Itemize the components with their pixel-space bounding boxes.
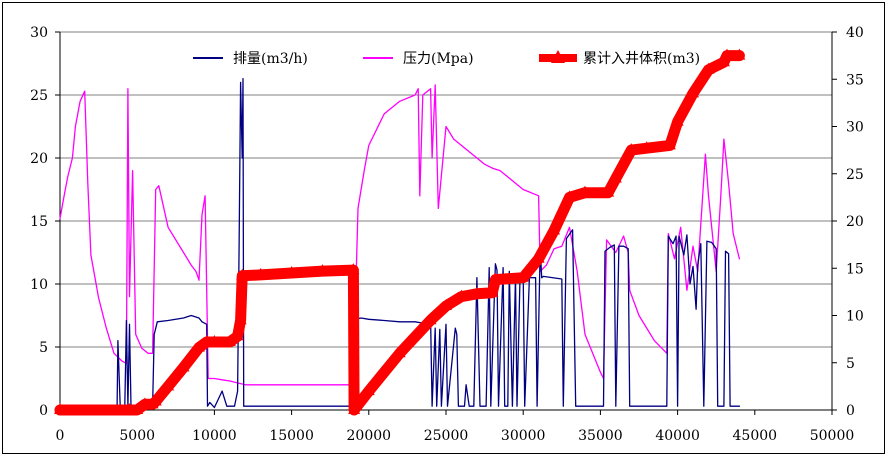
series-point-2	[223, 334, 236, 346]
series-point-2	[162, 379, 175, 391]
legend-label-0: 排量(m3/h)	[233, 51, 308, 67]
series-point-2	[455, 289, 468, 301]
x-tick-label: 15000	[269, 428, 314, 444]
x-tick-label: 10000	[192, 428, 237, 444]
y-right-tick-label: 35	[846, 72, 864, 88]
x-tick-label: 25000	[424, 428, 469, 444]
series-point-2	[236, 268, 249, 280]
series-point-2	[578, 185, 591, 197]
series-point-2	[54, 403, 66, 414]
series-point-2	[548, 223, 561, 235]
y-right-tick-label: 40	[846, 25, 864, 41]
series-point-2	[208, 334, 221, 346]
series-point-2	[702, 62, 715, 74]
x-tick-label: 45000	[733, 428, 778, 444]
y-right-tick-label: 5	[846, 356, 855, 372]
series-point-2	[316, 264, 329, 276]
series-line-1	[59, 84, 741, 386]
series-point-2	[234, 313, 247, 325]
series-point-2	[532, 251, 545, 263]
series-point-2	[687, 86, 700, 98]
series-point-2	[131, 403, 144, 414]
chart-frame: 0 5000 10000 15000 20000 25000 30000 35000 40000…	[2, 2, 885, 454]
y-right-tick-label: 10	[846, 309, 864, 325]
series-point-2	[602, 185, 615, 197]
y-right-tick-label: 15	[846, 261, 864, 277]
series-point-2	[254, 267, 267, 279]
series-point-2	[640, 141, 653, 153]
series-line-0	[59, 77, 741, 409]
y-left-tick-label: 25	[30, 88, 48, 104]
series-point-2	[470, 286, 483, 298]
x-tick-label: 0	[56, 428, 65, 444]
axis-layer: 0 5000 10000 15000 20000 25000 30000 35000 40000…	[30, 25, 864, 444]
series-point-2	[563, 190, 576, 202]
y-left-tick-label: 20	[30, 151, 48, 167]
series-point-2	[177, 360, 190, 372]
series-point-2	[671, 114, 684, 126]
x-tick-label: 5000	[119, 428, 155, 444]
series-point-2	[517, 270, 530, 282]
x-tick-label: 50000	[810, 428, 855, 444]
y-left-tick-label: 30	[30, 25, 48, 41]
y-right-tick-label: 25	[846, 167, 864, 183]
series-point-2	[424, 313, 437, 325]
series-point-2	[285, 265, 298, 277]
series-point-2	[717, 55, 730, 67]
x-tick-label: 40000	[655, 428, 700, 444]
series-point-2	[489, 272, 502, 284]
legend-label-1: 压力(Mpa)	[403, 51, 474, 67]
series-point-2	[347, 263, 360, 275]
y-right-tick-label: 20	[846, 214, 864, 230]
series-point-2	[663, 138, 676, 150]
y-left-tick-label: 15	[30, 214, 48, 230]
y-left-tick-label: 10	[30, 277, 48, 293]
x-tick-label: 30000	[501, 428, 546, 444]
y-right-tick-label: 30	[846, 120, 864, 136]
legend-label-2: 累计入井体积(m3)	[583, 51, 700, 67]
series-point-2	[192, 340, 205, 352]
series-point-2	[348, 403, 361, 414]
series-point-2	[393, 346, 406, 358]
series-point-2	[138, 397, 151, 409]
series-point-2	[231, 329, 244, 341]
y-left-tick-label: 5	[39, 340, 48, 356]
series-point-2	[149, 394, 162, 406]
series-layer	[54, 48, 746, 416]
series-point-2	[440, 299, 452, 311]
series-point-2	[733, 48, 746, 60]
x-tick-label: 35000	[578, 428, 623, 444]
series-point-2	[625, 143, 638, 155]
series-point-2	[721, 48, 734, 60]
series-point-2	[609, 171, 622, 183]
series-point-2	[123, 403, 136, 414]
series-point-2	[362, 384, 375, 396]
x-tick-label: 20000	[347, 428, 392, 444]
y-right-tick-label: 0	[846, 403, 855, 419]
series-point-2	[200, 334, 213, 346]
legend: 排量(m3/h) 压力(Mpa) 累计入井体积(m3)	[193, 50, 700, 67]
chart-svg: 0 5000 10000 15000 20000 25000 30000 35000 40000…	[30, 25, 864, 444]
series-point-2	[486, 285, 499, 297]
y-left-tick-label: 0	[39, 403, 48, 419]
legend-marker-2	[551, 50, 565, 63]
